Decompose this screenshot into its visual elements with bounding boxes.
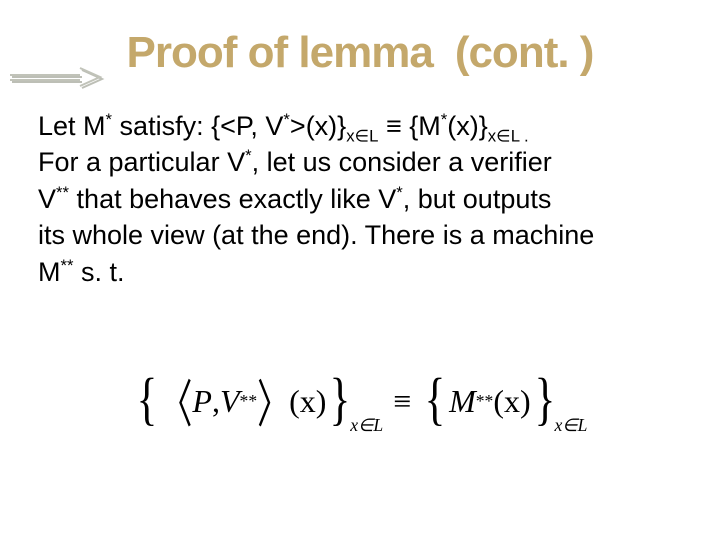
text-fragment: V (38, 184, 56, 214)
title-part-2: (cont. ) (455, 28, 594, 77)
text-fragment: M (38, 257, 61, 287)
right-angle: 〉 (257, 364, 289, 438)
body-line-5: M** s. t. (38, 254, 696, 290)
title-part-1: Proof of lemma (127, 28, 433, 77)
text-fragment: that behaves exactly like V (69, 184, 396, 214)
formula: { 〈 P , V** 〉 (x) } x∈L ≡ { M** (x) } x∈… (133, 378, 588, 424)
text-fragment: For a particular V (38, 147, 245, 177)
equiv-symbol: ≡ (386, 111, 402, 141)
text-fragment: s. t. (74, 257, 125, 287)
slide: Proof of lemma(cont. ) Let M* satisfy: {… (0, 0, 720, 540)
equiv-symbol: ≡ (393, 383, 411, 420)
body-line-2: For a particular V*, let us consider a v… (38, 144, 696, 180)
text-fragment: >(x)} (290, 111, 346, 141)
body-text: Let M* satisfy: {<P, V*>(x)}x∈L ≡ {M*(x)… (38, 108, 696, 290)
body-line-3: V** that behaves exactly like V*, but ou… (38, 181, 696, 217)
subscript-xl: x∈L . (488, 126, 529, 145)
text-fragment: , let us consider a verifier (252, 147, 552, 177)
sym-m: M (449, 383, 476, 420)
subscript-xl: x∈L (555, 415, 588, 436)
text-fragment: , but outputs (403, 184, 552, 214)
body-line-1: Let M* satisfy: {<P, V*>(x)}x∈L ≡ {M*(x)… (38, 108, 696, 144)
slide-title: Proof of lemma (cont. ) (0, 28, 720, 78)
superscript-dstar: ** (61, 256, 74, 275)
sym-p: P (192, 383, 212, 420)
text-fragment: Let M (38, 111, 106, 141)
of-x: (x) (289, 383, 326, 420)
subscript-xl: x∈L (350, 415, 383, 436)
superscript-dstar: ** (56, 183, 69, 202)
text-fragment: satisfy: {<P, V (112, 111, 283, 141)
text-fragment: (x)} (447, 111, 488, 141)
formula-block: { 〈 P , V** 〉 (x) } x∈L ≡ { M** (x) } x∈… (0, 378, 720, 425)
left-angle: 〈 (160, 364, 192, 438)
text-fragment: {M (402, 111, 441, 141)
text-fragment: x∈L (555, 415, 588, 435)
body-line-4: its whole view (at the end). There is a … (38, 217, 696, 253)
of-x: (x) (493, 383, 530, 420)
subscript-xl: x∈L (346, 126, 378, 145)
comma: , (212, 383, 220, 420)
sym-v: V (220, 383, 240, 420)
text-fragment: x∈L (350, 415, 383, 435)
